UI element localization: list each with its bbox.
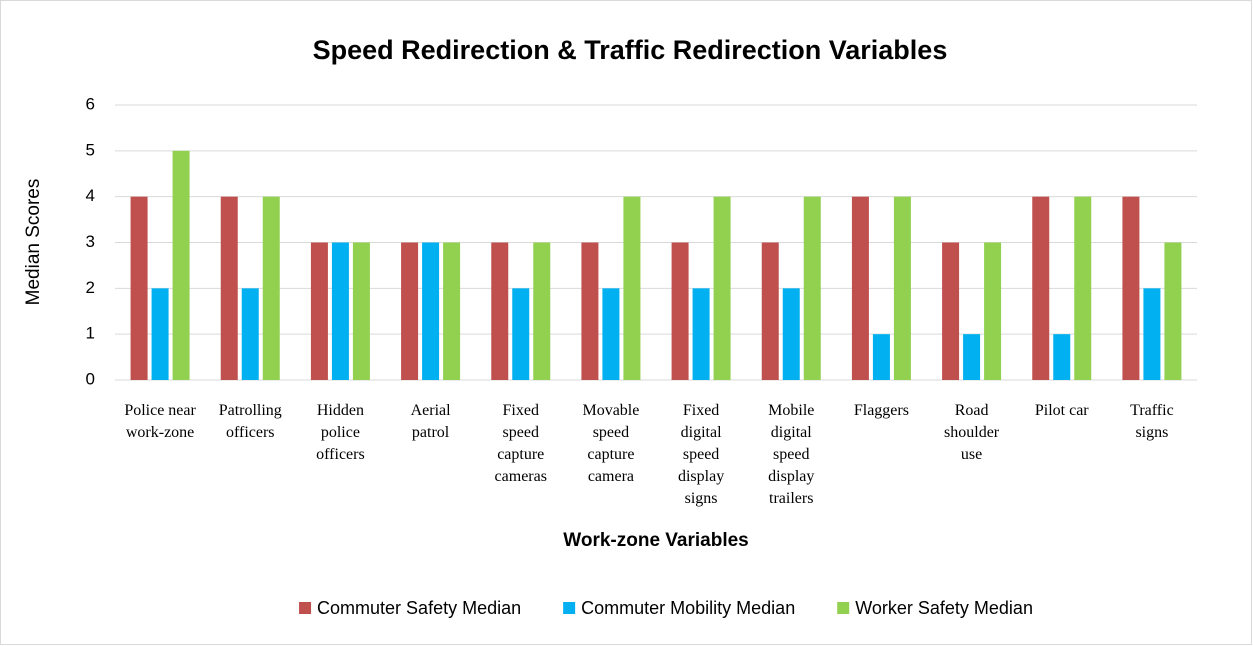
y-tick-label: 1: [86, 324, 95, 343]
bar: [1032, 196, 1050, 380]
y-tick-label: 2: [86, 278, 95, 297]
bar: [1053, 334, 1071, 380]
bar: [942, 242, 960, 380]
x-tick-label: Road shoulder use: [944, 402, 1000, 463]
bar: [1164, 242, 1182, 380]
legend-label: Commuter Mobility Median: [581, 598, 795, 618]
x-tick-label: Hidden police officers: [316, 402, 365, 463]
y-tick-label: 6: [86, 94, 95, 113]
bar: [782, 288, 800, 380]
x-tick-label: Police near work-zone: [124, 402, 196, 441]
bar: [172, 150, 190, 380]
bar: [422, 242, 440, 380]
bar: [692, 288, 710, 380]
bar: [1143, 288, 1161, 380]
bar: [963, 334, 981, 380]
bar: [581, 242, 599, 380]
bar: [803, 196, 821, 380]
y-tick-label: 3: [86, 232, 95, 251]
bar: [1074, 196, 1092, 380]
legend-label: Worker Safety Median: [855, 598, 1033, 618]
y-tick-label: 0: [86, 369, 95, 388]
bar: [851, 196, 869, 380]
bar: [1122, 196, 1140, 380]
x-tick-label: Movable speed capture camera: [582, 402, 639, 485]
chart-title: Speed Redirection & Traffic Redirection …: [313, 35, 948, 65]
bar: [872, 334, 890, 380]
x-axis-label: Work-zone Variables: [563, 530, 749, 551]
bar: [533, 242, 551, 380]
bar: [241, 288, 259, 380]
x-tick-label: Patrolling officers: [219, 402, 282, 441]
bar: [151, 288, 169, 380]
x-tick-label: Aerial patrol: [411, 402, 452, 441]
bar: [713, 196, 731, 380]
bar: [130, 196, 148, 380]
bar: [262, 196, 280, 380]
legend-label: Commuter Safety Median: [317, 598, 521, 618]
legend-swatch: [299, 602, 312, 614]
x-tick-label: Flaggers: [854, 402, 909, 419]
legend-swatch: [563, 602, 576, 614]
bar: [602, 288, 620, 380]
x-tick-label: Fixed digital speed display signs: [678, 402, 724, 507]
bar: [512, 288, 530, 380]
x-tick-label: Mobile digital speed display trailers: [768, 402, 814, 507]
x-tick-label: Fixed speed capture cameras: [495, 402, 547, 485]
x-tick-label: Pilot car: [1035, 402, 1089, 419]
bar: [443, 242, 461, 380]
bar: [984, 242, 1002, 380]
bar: [352, 242, 370, 380]
bar: [893, 196, 911, 380]
y-axis-label: Median Scores: [23, 179, 44, 306]
bar: [761, 242, 779, 380]
y-tick-label: 4: [86, 186, 95, 205]
bar: [401, 242, 419, 380]
bar: [310, 242, 328, 380]
x-tick-label: Traffic signs: [1130, 402, 1174, 441]
legend-swatch: [837, 602, 850, 614]
legend: Commuter Safety Median Commuter Mobility …: [299, 598, 1033, 618]
bar: [331, 242, 349, 380]
bar: [220, 196, 238, 380]
y-tick-label: 5: [86, 140, 95, 159]
bar: [623, 196, 641, 380]
bar: [491, 242, 509, 380]
bar: [671, 242, 689, 380]
